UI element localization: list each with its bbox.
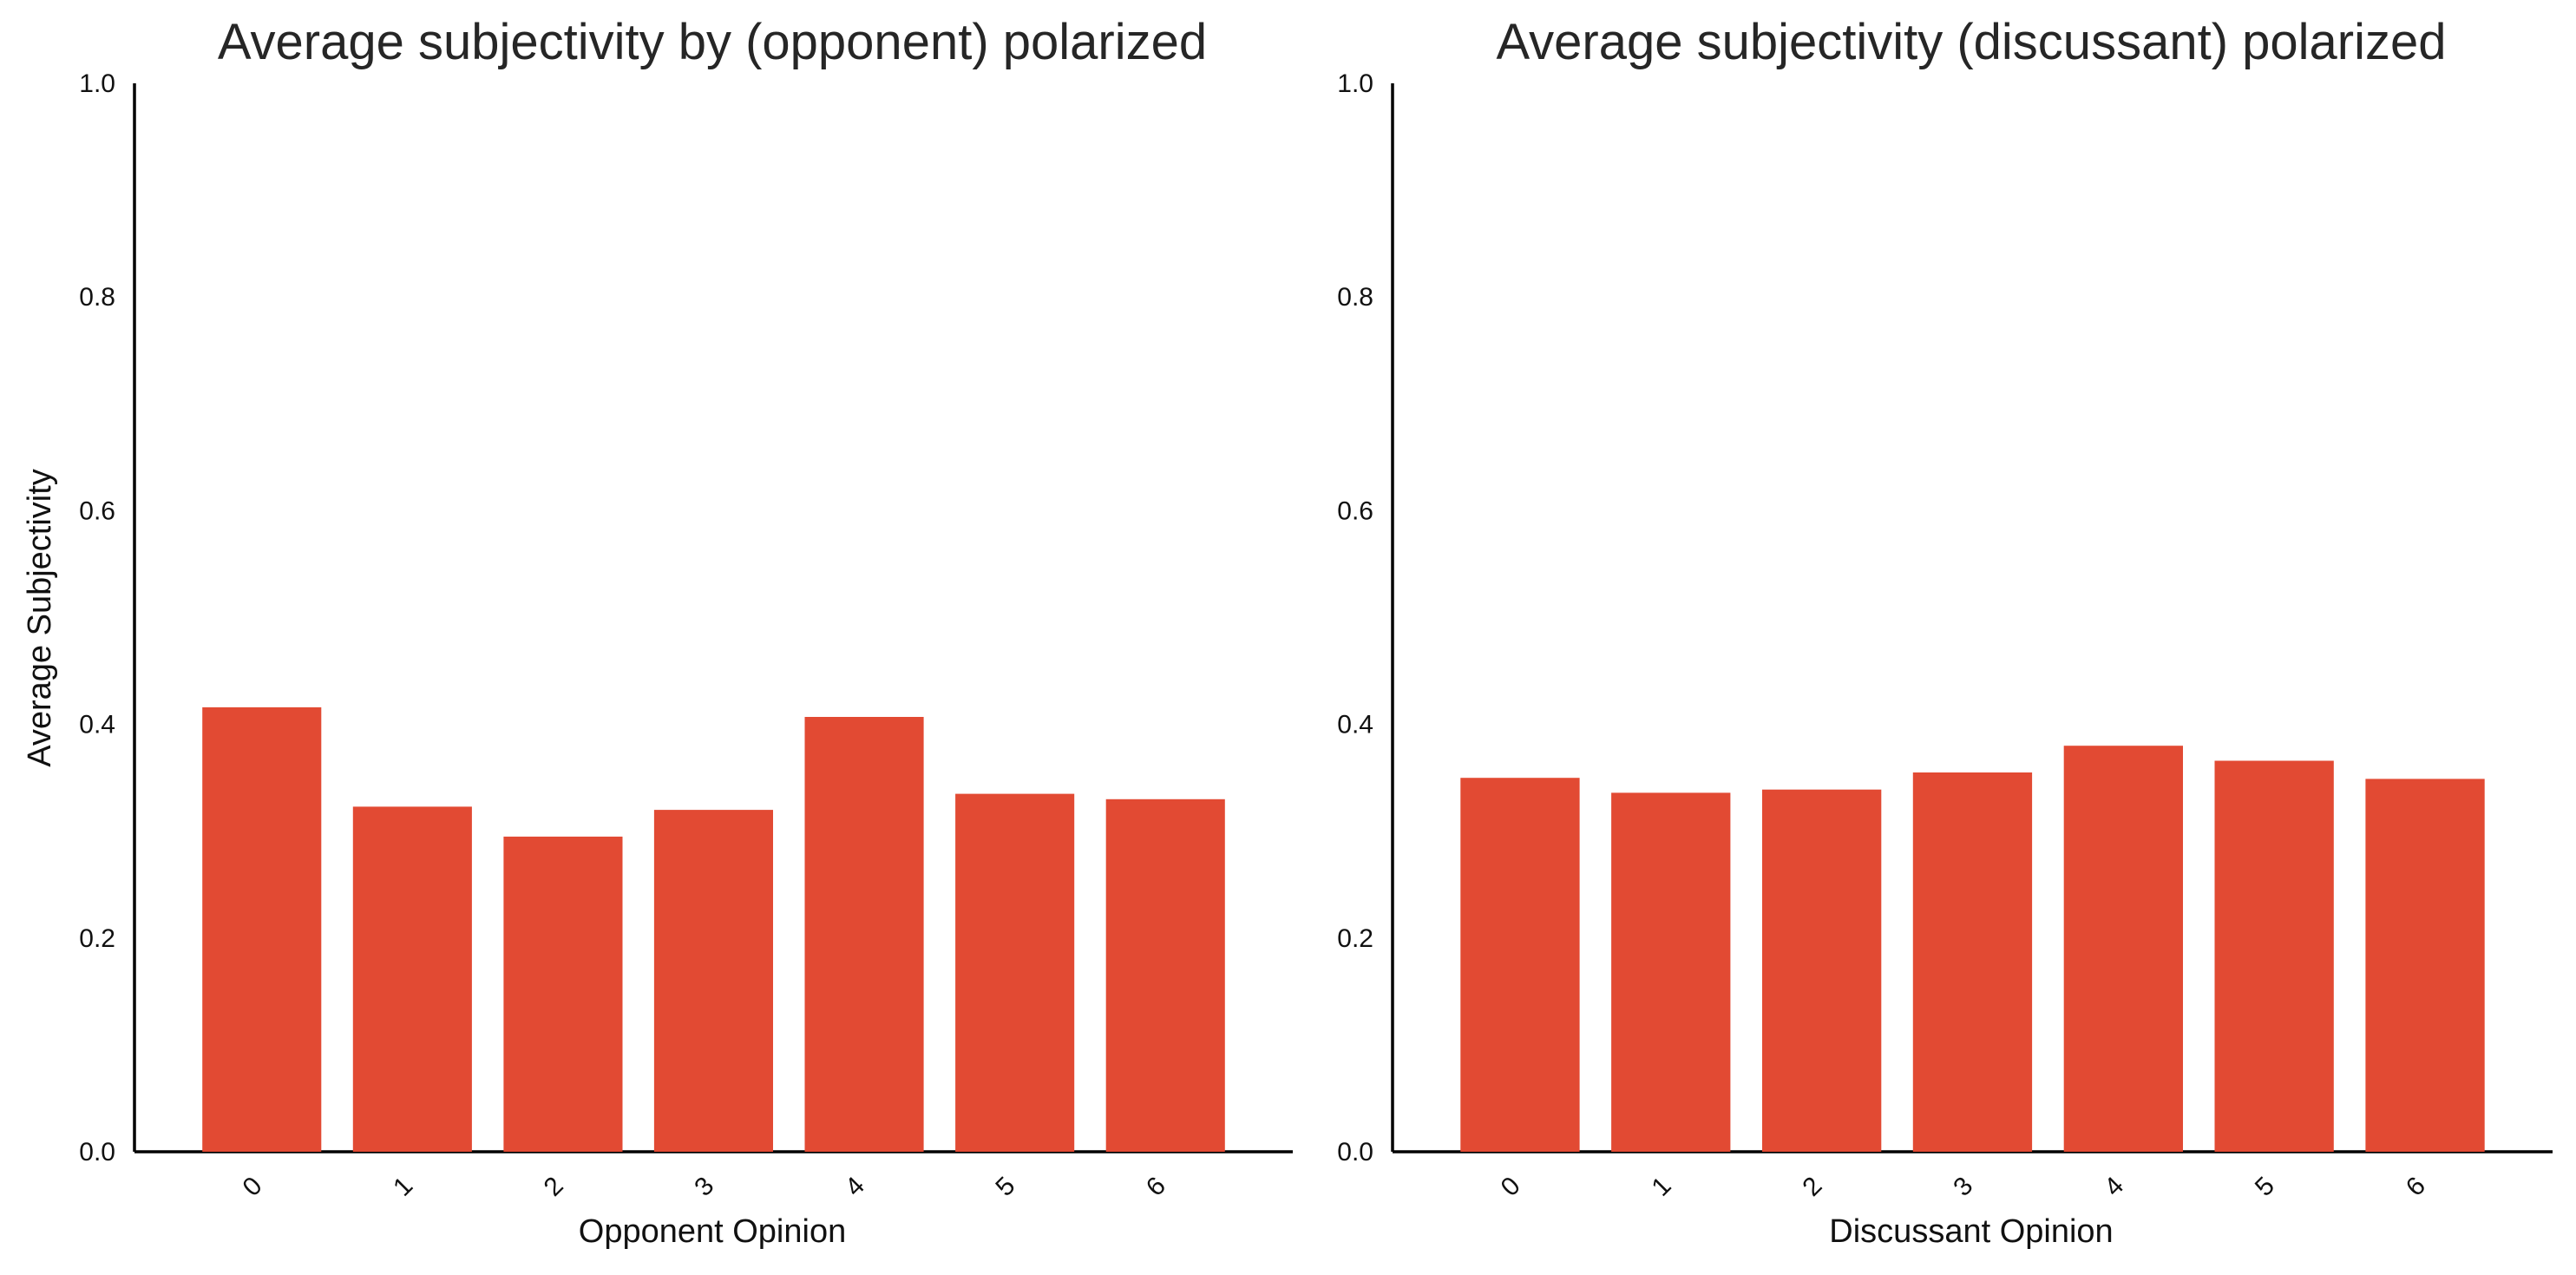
y-tick-label: 0.4 (1337, 711, 1373, 739)
y-axis-label: Average Subjectivity (22, 469, 58, 767)
bar (352, 806, 472, 1152)
bar (2365, 779, 2485, 1152)
bar (1912, 772, 2033, 1152)
bar (1460, 778, 1580, 1152)
bar (804, 717, 924, 1152)
y-tick-label: 0.6 (79, 496, 115, 525)
bar (2214, 760, 2334, 1152)
bar (202, 707, 322, 1152)
y-tick-label: 0.4 (79, 711, 115, 739)
x-axis-label: Discussant Opinion (1829, 1213, 2113, 1250)
chart-title: Average subjectivity (discussant) polari… (1496, 14, 2446, 70)
bar (2063, 746, 2183, 1152)
bar (1105, 799, 1225, 1152)
y-tick-label: 0.8 (1337, 283, 1373, 312)
y-tick-label: 1.0 (1337, 69, 1373, 98)
y-ticks: 0.0 0.2 0.4 0.6 0.8 1.0 (79, 69, 115, 1167)
y-tick-label: 1.0 (79, 69, 115, 98)
y-ticks: 0.0 0.2 0.4 0.6 0.8 1.0 (1337, 69, 1373, 1167)
chart-title: Average subjectivity by (opponent) polar… (218, 14, 1207, 70)
y-tick-label: 0.2 (79, 924, 115, 953)
bar (653, 810, 773, 1152)
bar (955, 793, 1075, 1152)
bars (202, 707, 1225, 1152)
chart-panel-discussant: Average subjectivity (discussant) polari… (1337, 14, 2553, 1250)
x-axis-label: Opponent Opinion (579, 1213, 846, 1250)
bars (1460, 746, 2485, 1152)
y-tick-label: 0.2 (1337, 924, 1373, 953)
y-tick-label: 0.0 (79, 1138, 115, 1167)
bar (1611, 792, 1731, 1152)
chart-panel-opponent: Average subjectivity by (opponent) polar… (22, 14, 1293, 1250)
y-tick-label: 0.6 (1337, 496, 1373, 525)
y-tick-label: 0.0 (1337, 1138, 1373, 1167)
y-tick-label: 0.8 (79, 283, 115, 312)
bar (503, 836, 623, 1152)
bar (1762, 789, 1882, 1152)
